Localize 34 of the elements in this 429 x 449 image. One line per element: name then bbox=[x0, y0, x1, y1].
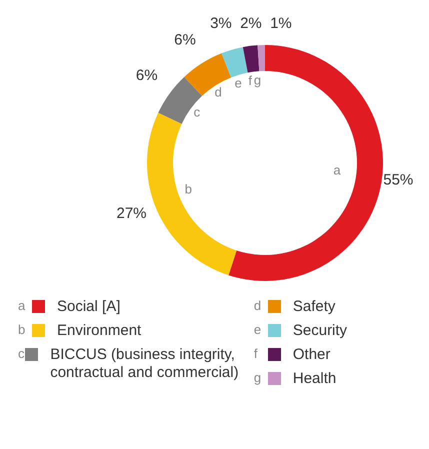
text: b bbox=[184, 181, 192, 196]
text: f bbox=[248, 73, 252, 88]
text: a bbox=[18, 298, 26, 313]
text: f bbox=[254, 346, 258, 361]
donut-slice bbox=[184, 53, 232, 96]
text: c bbox=[18, 346, 24, 361]
text: d bbox=[214, 84, 222, 100]
data-label: 1% bbox=[270, 15, 292, 32]
text: d bbox=[254, 298, 262, 313]
text: b bbox=[18, 322, 26, 337]
data-label: 6% bbox=[136, 67, 158, 84]
donut-slice bbox=[242, 45, 260, 73]
donut-slice bbox=[258, 45, 265, 72]
text: e bbox=[234, 76, 242, 91]
legend-label: Security bbox=[292, 322, 348, 340]
text: a bbox=[333, 162, 342, 178]
text: e bbox=[254, 322, 262, 337]
legend-label: Social [A] bbox=[57, 298, 120, 316]
data-label: 2% bbox=[240, 15, 262, 32]
text: c bbox=[194, 104, 201, 120]
legend-label: Health bbox=[292, 370, 336, 388]
data-label: 3% bbox=[210, 15, 232, 32]
legend-label: BICCUS (business integrity, contractual and commercial) bbox=[50, 346, 240, 382]
legend-label: Other bbox=[292, 346, 330, 364]
donut-slice bbox=[222, 47, 248, 78]
text: g bbox=[254, 370, 262, 385]
donut-slice bbox=[158, 76, 202, 124]
data-label: 6% bbox=[174, 31, 196, 48]
data-label: 55% bbox=[383, 171, 414, 188]
data-label: 27% bbox=[116, 205, 147, 222]
legend-label: Environment bbox=[57, 322, 142, 340]
legend-label: Safety bbox=[292, 298, 336, 316]
donut-slice bbox=[228, 45, 383, 281]
text: g bbox=[254, 72, 262, 88]
